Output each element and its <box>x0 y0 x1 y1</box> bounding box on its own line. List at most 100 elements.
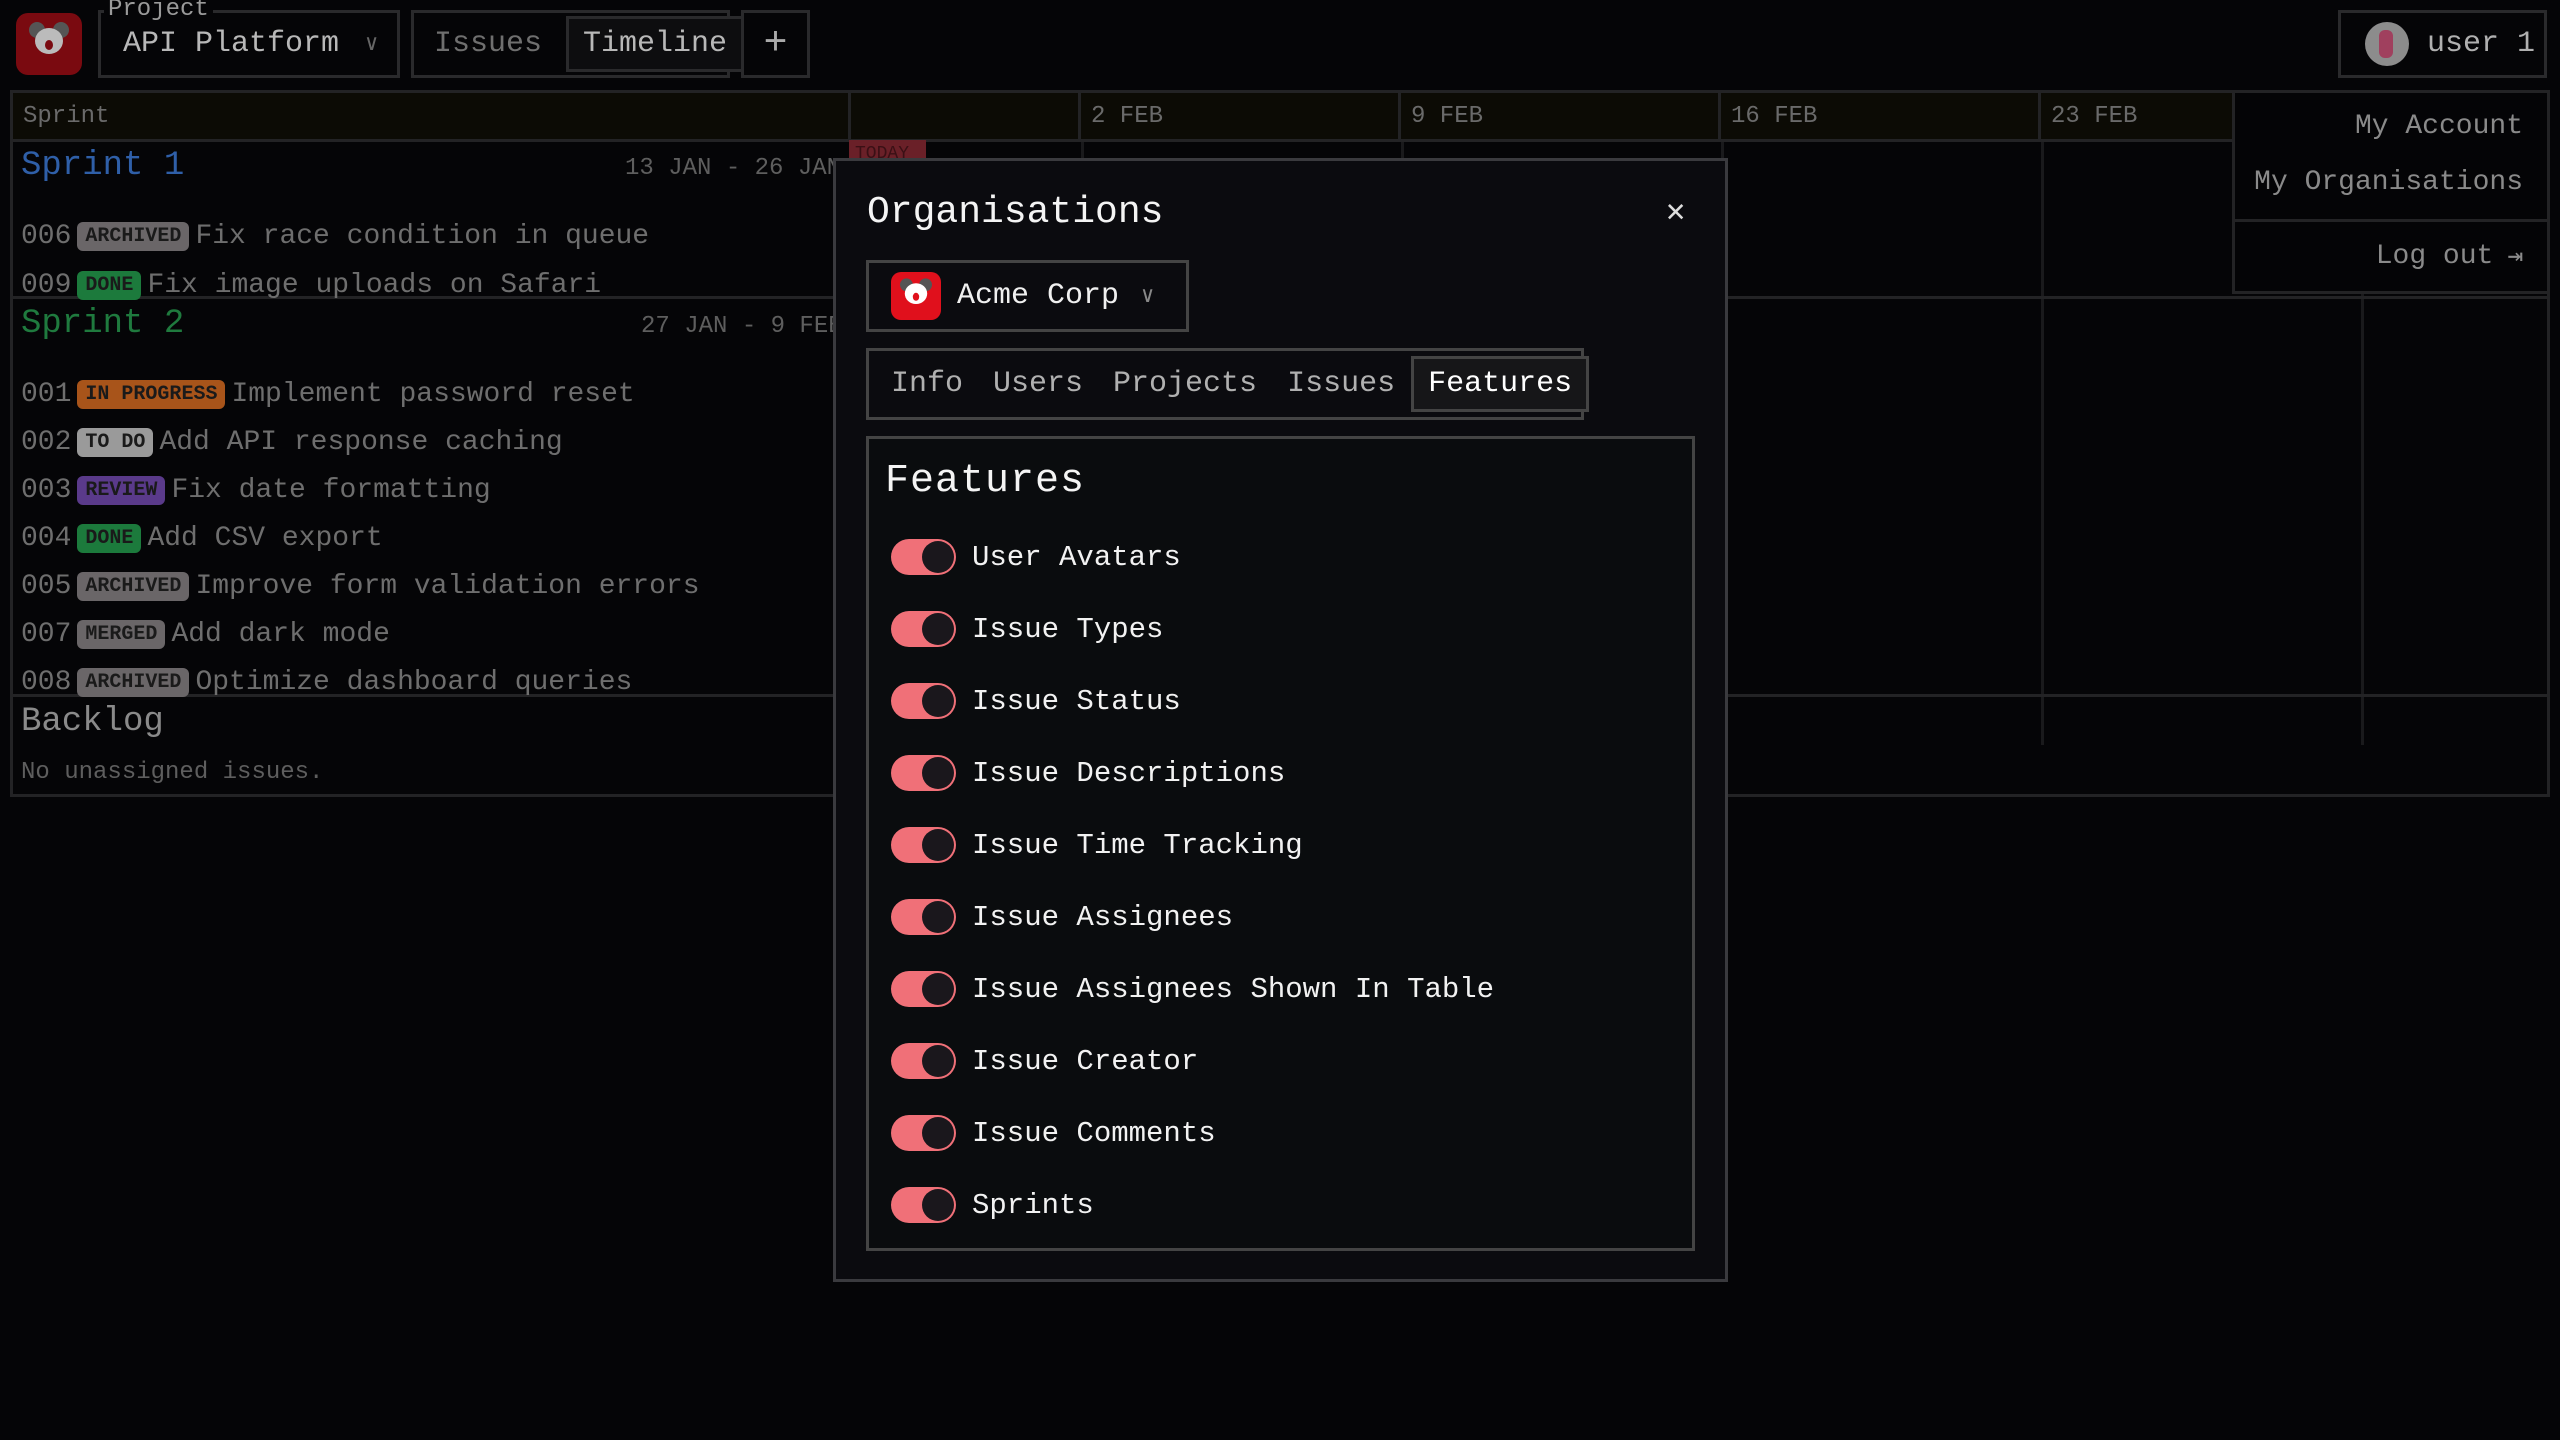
user-name: user 1 <box>2427 27 2536 61</box>
dialog-tabs: Info Users Projects Issues Features <box>866 348 1590 420</box>
sprint-dates: 13 JAN - 26 JAN <box>625 155 842 182</box>
logout-icon: ⇥ <box>2507 242 2523 272</box>
issue-id: 003 <box>21 475 72 506</box>
issue-row[interactable]: 002 TO DO Add API response caching <box>21 427 563 458</box>
feature-label: Issue Status <box>972 684 1181 718</box>
sprint-column-header: Sprint <box>13 93 851 142</box>
user-menu: My Account My Organisations Log out ⇥ <box>2232 90 2550 294</box>
backlog-empty-text: No unassigned issues. <box>21 759 324 786</box>
feature-row: Issue Assignees <box>891 899 1233 935</box>
week-header: 16 FEB <box>1721 93 2041 142</box>
project-select[interactable]: API Platform ∨ <box>98 10 400 78</box>
tab-timeline[interactable]: Timeline <box>566 16 745 72</box>
week-header: 2 FEB <box>1081 93 1401 142</box>
menu-item-my-account[interactable]: My Account <box>2354 111 2523 142</box>
feature-label: Issue Creator <box>972 1044 1199 1078</box>
feature-row: Sprints <box>891 1187 1094 1223</box>
feature-row: Issue Comments <box>891 1115 1216 1151</box>
features-panel: Features User Avatars Issue Types Issue St… <box>866 436 1695 1251</box>
feature-toggle[interactable] <box>891 755 956 791</box>
feature-toggle[interactable] <box>891 1187 956 1223</box>
feature-row: Issue Status <box>891 683 1181 719</box>
issue-id: 005 <box>21 571 72 602</box>
sprint-title[interactable]: Sprint 1 <box>21 147 185 185</box>
issue-row[interactable]: 008 ARCHIVED Optimize dashboard queries <box>21 667 632 698</box>
issue-row[interactable]: 007 MERGED Add dark mode <box>21 619 390 650</box>
issue-title: Improve form validation errors <box>195 571 700 602</box>
organisation-select[interactable]: Acme Corp ∨ <box>866 260 1189 332</box>
issue-id: 007 <box>21 619 72 650</box>
issue-row[interactable]: 006 ARCHIVED Fix race condition in queue <box>21 221 649 252</box>
status-badge: ARCHIVED <box>77 572 190 601</box>
sprint-dates: 27 JAN - 9 FEB <box>641 313 843 340</box>
project-value: API Platform <box>123 27 340 61</box>
tab-issues[interactable]: Issues <box>1287 367 1396 401</box>
today-marker: TODAY <box>849 140 926 162</box>
issue-title: Fix race condition in queue <box>195 221 650 252</box>
issue-row[interactable]: 004 DONE Add CSV export <box>21 523 383 554</box>
dialog-title: Organisations <box>867 191 1164 234</box>
status-badge: IN PROGRESS <box>77 380 226 409</box>
status-badge: MERGED <box>77 620 166 649</box>
status-badge: TO DO <box>77 428 154 457</box>
feature-label: Issue Assignees <box>972 900 1234 934</box>
feature-toggle[interactable] <box>891 611 956 647</box>
feature-label: User Avatars <box>972 540 1181 574</box>
tab-issues[interactable]: Issues <box>434 27 543 61</box>
issue-id: 008 <box>21 667 72 698</box>
tab-users[interactable]: Users <box>993 367 1084 401</box>
issue-title: Implement password reset <box>231 379 635 410</box>
feature-row: Issue Creator <box>891 1043 1198 1079</box>
chevron-down-icon: ∨ <box>1141 284 1155 309</box>
issue-row[interactable]: 001 IN PROGRESS Implement password reset <box>21 379 635 410</box>
close-icon[interactable]: ✕ <box>1666 194 1686 231</box>
status-badge: ARCHIVED <box>77 668 190 697</box>
org-name: Acme Corp <box>957 279 1120 313</box>
app-logo[interactable] <box>16 13 82 75</box>
feature-toggle[interactable] <box>891 683 956 719</box>
tab-projects[interactable]: Projects <box>1113 367 1258 401</box>
chevron-down-icon: ∨ <box>365 32 379 57</box>
view-tabs: Issues Timeline <box>411 10 745 78</box>
issue-row[interactable]: 009 DONE Fix image uploads on Safari <box>21 270 601 301</box>
menu-item-my-organisations[interactable]: My Organisations <box>2254 167 2523 198</box>
koala-icon <box>29 22 69 66</box>
issue-title: Add API response caching <box>159 427 563 458</box>
issue-id: 002 <box>21 427 72 458</box>
issue-title: Optimize dashboard queries <box>195 667 633 698</box>
feature-toggle[interactable] <box>891 827 956 863</box>
feature-row: Issue Types <box>891 611 1163 647</box>
menu-item-logout[interactable]: Log out ⇥ <box>2376 241 2523 272</box>
feature-label: Issue Comments <box>972 1116 1216 1150</box>
sprint-title[interactable]: Sprint 2 <box>21 305 185 343</box>
issue-row[interactable]: 003 REVIEW Fix date formatting <box>21 475 491 506</box>
issue-id: 001 <box>21 379 72 410</box>
org-logo-icon <box>891 272 941 320</box>
issue-row[interactable]: 005 ARCHIVED Improve form validation error… <box>21 571 700 602</box>
feature-toggle[interactable] <box>891 899 956 935</box>
feature-toggle[interactable] <box>891 539 956 575</box>
issue-id: 004 <box>21 523 72 554</box>
feature-label: Issue Descriptions <box>972 756 1286 790</box>
issue-title: Fix date formatting <box>171 475 491 506</box>
logout-label: Log out <box>2375 241 2494 272</box>
feature-label: Issue Types <box>972 612 1164 646</box>
feature-label: Issue Time Tracking <box>972 828 1303 862</box>
status-badge: DONE <box>77 271 142 300</box>
tab-info[interactable]: Info <box>891 367 964 401</box>
status-badge: ARCHIVED <box>77 222 190 251</box>
issue-id: 006 <box>21 221 72 252</box>
feature-label: Issue Assignees Shown In Table <box>972 972 1495 1006</box>
feature-toggle[interactable] <box>891 1115 956 1151</box>
add-button[interactable]: + <box>741 10 810 78</box>
organisations-dialog: Organisations ✕ Acme Corp ∨ Info Users Pr… <box>833 158 1728 1282</box>
tab-features[interactable]: Features <box>1411 356 1590 412</box>
week-header <box>851 93 1081 142</box>
feature-label: Sprints <box>972 1188 1094 1222</box>
feature-toggle[interactable] <box>891 1043 956 1079</box>
feature-row: Issue Assignees Shown In Table <box>891 971 1494 1007</box>
user-menu-button[interactable]: user 1 <box>2338 10 2547 78</box>
feature-toggle[interactable] <box>891 971 956 1007</box>
issue-title: Fix image uploads on Safari <box>147 270 602 301</box>
feature-row: User Avatars <box>891 539 1181 575</box>
